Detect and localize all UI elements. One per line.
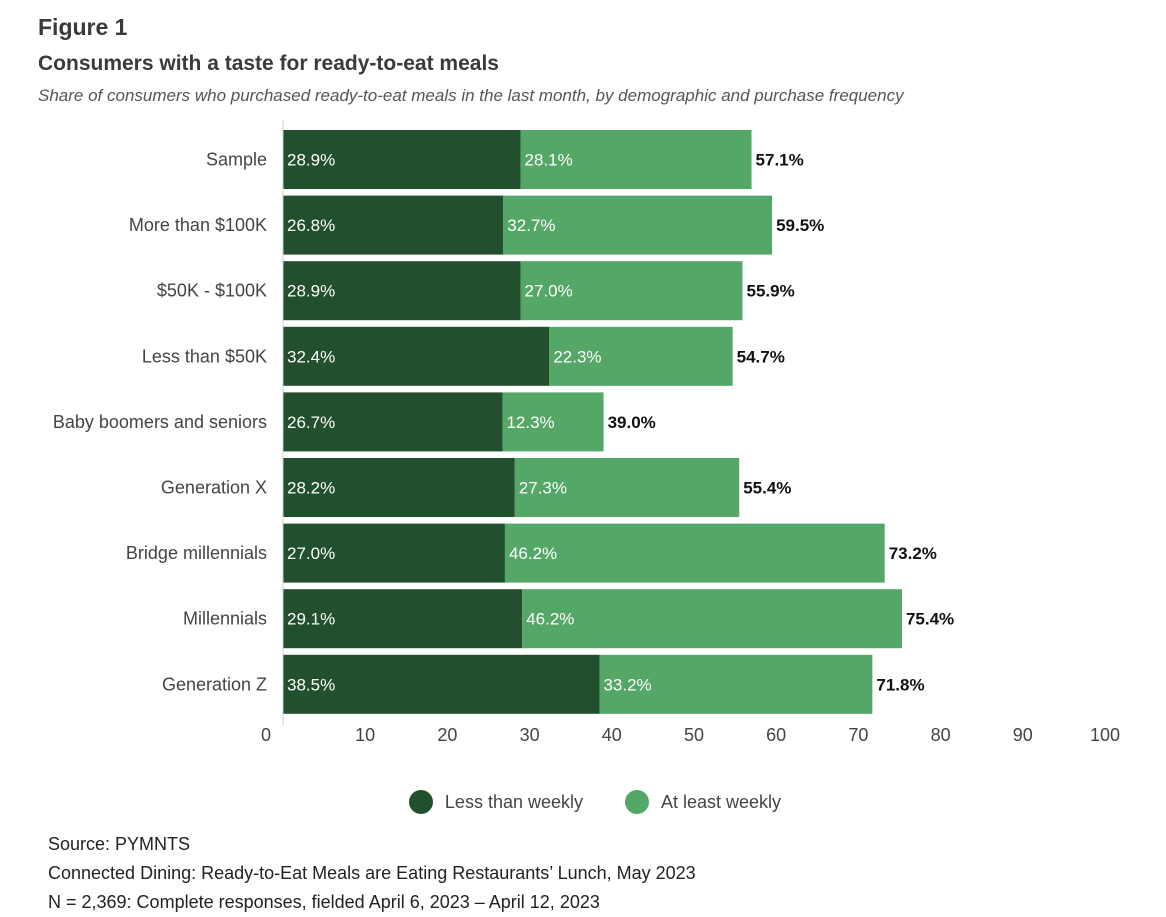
bar-less-than-weekly-baby-boomers-and-seniors [283,392,503,452]
x-tick-label-10: 10 [355,725,375,745]
total-label-less-than-50k: 54.7% [737,347,785,366]
x-tick-label-70: 70 [848,725,868,745]
bar-label-less-than-weekly-generation-z: 38.5% [287,675,335,694]
bar-less-than-weekly-bridge-millennials [283,523,505,583]
chart-footer: Source: PYMNTS Connected Dining: Ready-t… [48,830,696,917]
legend-swatch-at-least-weekly [625,790,649,814]
footer-source: Source: PYMNTS [48,834,191,854]
bar-label-at-least-weekly-less-than-50k: 22.3% [553,347,601,366]
bar-less-than-weekly-more-than-100k [283,195,504,255]
category-label-millennials: Millennials [183,609,267,629]
x-tick-label-0: 0 [261,725,271,745]
chart-legend: Less than weekly At least weekly [0,790,1166,814]
bar-label-at-least-weekly-more-than-100k: 32.7% [507,216,555,235]
footer-sample: N = 2,369: Complete responses, fielded A… [48,892,600,912]
bar-less-than-weekly-millennials [283,589,523,649]
x-tick-label-50: 50 [684,725,704,745]
category-label-50k-100k: $50K - $100K [157,281,267,301]
bar-label-less-than-weekly-more-than-100k: 26.8% [287,216,335,235]
bar-label-less-than-weekly-generation-x: 28.2% [287,479,335,498]
bar-at-least-weekly-generation-x [514,458,740,517]
total-label-50k-100k: 55.9% [746,282,794,301]
total-label-baby-boomers-and-seniors: 39.0% [608,413,656,432]
category-label-sample: Sample [206,150,267,170]
bar-label-less-than-weekly-less-than-50k: 32.4% [287,347,335,366]
total-label-generation-z: 71.8% [876,675,924,694]
chart-title: Consumers with a taste for ready-to-eat … [38,52,499,75]
bar-at-least-weekly-50k-100k [520,261,743,321]
legend-swatch-less-than-weekly [408,790,433,814]
total-label-generation-x: 55.4% [743,479,791,498]
x-tick-label-60: 60 [766,725,786,745]
bar-label-less-than-weekly-50k-100k: 28.9% [287,282,335,301]
chart-subtitle: Share of consumers who purchased ready-t… [38,86,904,105]
total-label-more-than-100k: 59.5% [776,216,824,235]
x-tick-label-40: 40 [602,725,622,745]
bar-at-least-weekly-sample [520,130,752,189]
category-label-baby-boomers-and-seniors: Baby boomers and seniors [53,412,267,432]
bar-label-at-least-weekly-bridge-millennials: 46.2% [509,544,557,563]
bar-at-least-weekly-baby-boomers-and-seniors [502,392,604,452]
total-label-bridge-millennials: 73.2% [889,544,937,563]
legend-item-at-least-weekly: At least weekly [625,790,781,814]
figure-label: Figure 1 [38,14,128,40]
bar-less-than-weekly-generation-x [283,458,515,517]
x-tick-label-80: 80 [931,725,951,745]
bar-at-least-weekly-less-than-50k [549,326,733,386]
bar-at-least-weekly-bridge-millennials [504,523,885,583]
legend-label-at-least-weekly: At least weekly [661,791,782,812]
x-tick-label-20: 20 [437,725,457,745]
bar-label-less-than-weekly-sample: 28.9% [287,151,335,170]
bar-label-at-least-weekly-generation-x: 27.3% [519,479,567,498]
category-label-generation-z: Generation Z [162,674,267,694]
bar-at-least-weekly-more-than-100k [503,195,773,255]
bar-less-than-weekly-generation-z [283,654,600,714]
bar-label-at-least-weekly-50k-100k: 27.0% [525,282,573,301]
footer-report: Connected Dining: Ready-to-Eat Meals are… [48,863,696,883]
legend-item-less-than-weekly: Less than weekly [408,790,583,814]
bar-label-less-than-weekly-millennials: 29.1% [287,610,335,629]
legend-label-less-than-weekly: Less than weekly [444,791,583,812]
category-label-more-than-100k: More than $100K [129,215,267,235]
bar-label-less-than-weekly-baby-boomers-and-seniors: 26.7% [287,413,335,432]
bar-at-least-weekly-millennials [522,589,902,649]
x-tick-label-90: 90 [1013,725,1033,745]
x-tick-label-30: 30 [520,725,540,745]
total-label-sample: 57.1% [756,151,804,170]
bar-label-at-least-weekly-baby-boomers-and-seniors: 12.3% [506,413,554,432]
stacked-bar-chart: Sample 28.9% 28.1% 57.1% More than $100K 26.8… [53,120,1120,745]
bar-less-than-weekly-50k-100k [283,261,521,321]
category-label-less-than-50k: Less than $50K [142,346,267,366]
bar-label-at-least-weekly-sample: 28.1% [525,151,573,170]
category-label-generation-x: Generation X [161,478,267,498]
bar-label-at-least-weekly-millennials: 46.2% [526,610,574,629]
bar-label-less-than-weekly-bridge-millennials: 27.0% [287,544,335,563]
bar-label-at-least-weekly-generation-z: 33.2% [603,675,651,694]
x-tick-label-100: 100 [1090,725,1120,745]
total-label-millennials: 75.4% [906,610,954,629]
bar-at-least-weekly-generation-z [599,654,873,714]
bar-less-than-weekly-sample [283,130,521,189]
bar-less-than-weekly-less-than-50k [283,326,550,386]
category-label-bridge-millennials: Bridge millennials [126,543,267,563]
